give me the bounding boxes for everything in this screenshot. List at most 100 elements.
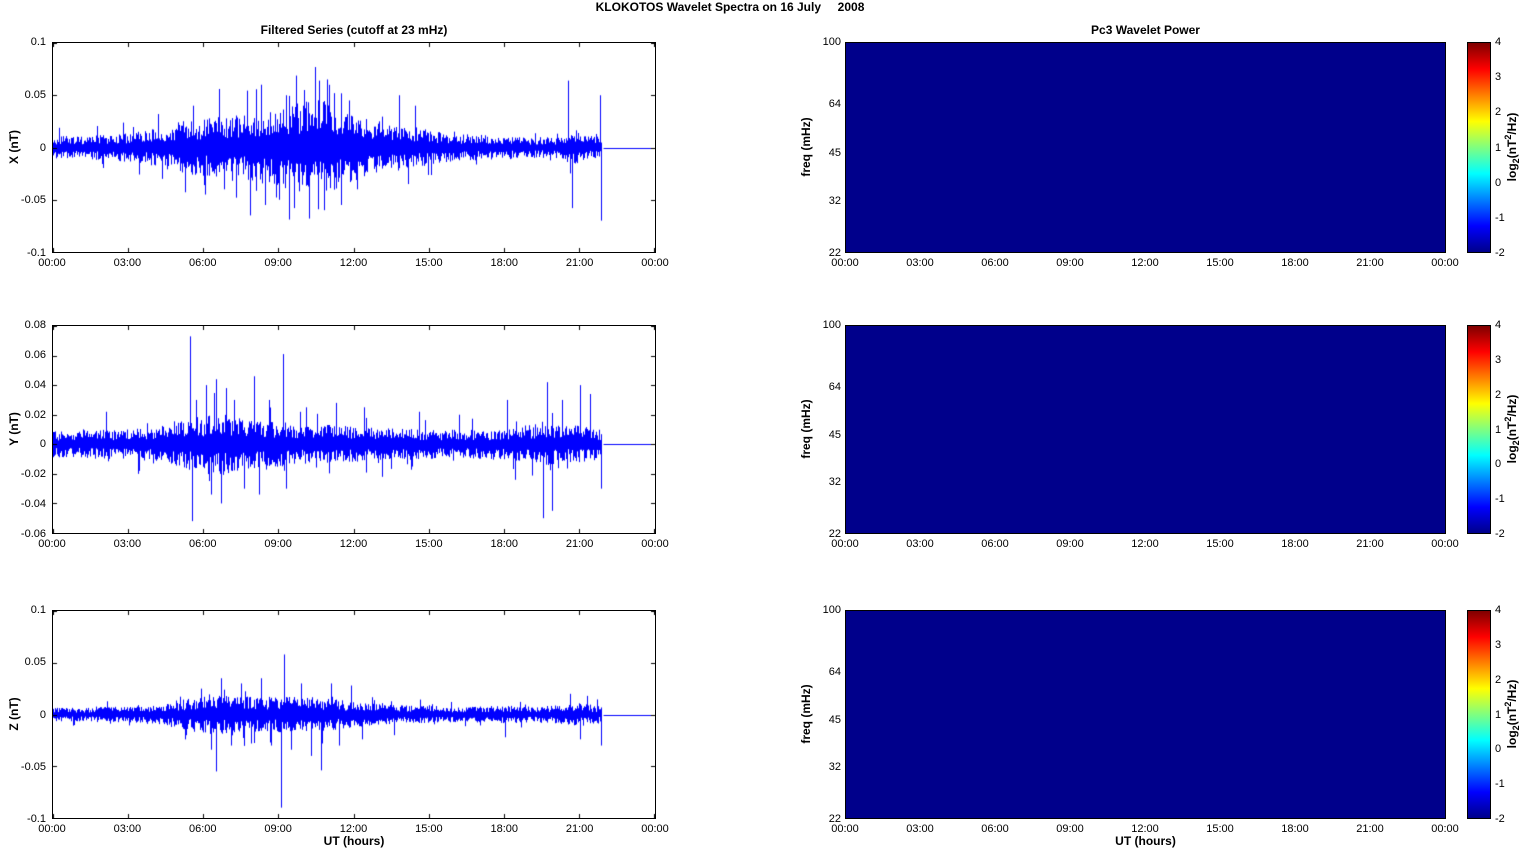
- colorbar-tick-label: 1: [1495, 423, 1502, 436]
- x-tick-label: 12:00: [339, 538, 368, 550]
- spectrogram-panel-x: [845, 42, 1446, 253]
- y-tick-label: 0.06: [24, 348, 46, 361]
- x-tick-label: 09:00: [264, 257, 292, 269]
- x-tick-label: 00:00: [1431, 257, 1459, 269]
- y-tick-label: 0.04: [24, 378, 46, 391]
- spectrogram-panel-y: [845, 325, 1446, 534]
- x-tick-label: 09:00: [1056, 538, 1084, 550]
- x-tick-label: 09:00: [1056, 257, 1084, 269]
- x-tick-label: 06:00: [981, 538, 1009, 550]
- colorbar-tick-label: 3: [1495, 71, 1502, 84]
- colorbar-tick-label: -2: [1495, 528, 1505, 540]
- x-tick-label: 06:00: [981, 257, 1009, 269]
- colorbar-tick-label: 1: [1495, 708, 1502, 721]
- timeseries-panel-y: [52, 325, 656, 534]
- colorbar-label-sub: 2: [1511, 725, 1522, 731]
- x-tick-label: 00:00: [831, 823, 859, 835]
- freq-tick-label: 22: [828, 813, 841, 825]
- y-tick-label: -0.05: [20, 194, 46, 207]
- colorbar-tick-label: 3: [1495, 638, 1502, 651]
- y-tick-label: 0.05: [24, 656, 46, 669]
- colorbar-tick-label: -2: [1495, 247, 1505, 259]
- colorbar-tick-label: 0: [1495, 176, 1502, 189]
- xlabel-left: UT (hours): [323, 834, 385, 848]
- x-tick-label: 00:00: [641, 257, 669, 269]
- x-tick-label: 18:00: [490, 823, 519, 835]
- x-tick-label: 03:00: [906, 538, 934, 550]
- x-tick-label: 06:00: [188, 538, 217, 550]
- x-tick-label: 00:00: [641, 823, 669, 835]
- x-tick-label: 00:00: [38, 257, 66, 269]
- x-tick-label: 15:00: [415, 257, 443, 269]
- colorbar-label-sup: 2: [1502, 701, 1513, 707]
- y-tick-label: -0.05: [20, 760, 46, 773]
- x-tick-label: 21:00: [565, 538, 594, 550]
- x-tick-label: 06:00: [188, 257, 217, 269]
- colorbar-tick-label: 4: [1495, 36, 1502, 48]
- colorbar-tick-label: -1: [1495, 211, 1505, 224]
- x-tick-label: 03:00: [113, 257, 142, 269]
- x-tick-label: 12:00: [1131, 538, 1159, 550]
- x-tick-label: 09:00: [264, 538, 292, 550]
- freq-tick-label: 45: [828, 429, 841, 442]
- x-tick-label: 09:00: [1056, 823, 1084, 835]
- colorbar-tick-label: 0: [1495, 458, 1502, 471]
- x-tick-label: 06:00: [981, 823, 1009, 835]
- y-tick-label: -0.04: [20, 498, 46, 511]
- timeseries-panel-z: [52, 610, 656, 819]
- colorbar-tick-label: 4: [1495, 604, 1502, 616]
- y-tick-label: 0: [39, 141, 46, 154]
- y-tick-label: -0.1: [27, 813, 46, 825]
- y-tick-label: -0.02: [20, 468, 46, 481]
- x-tick-label: 03:00: [113, 538, 142, 550]
- timeseries-canvas-z: [53, 611, 655, 818]
- left-column-title: Filtered Series (cutoff at 23 mHz): [260, 23, 448, 37]
- colorbar-tick-label: 1: [1495, 141, 1502, 154]
- colorbar-tick-label: 2: [1495, 106, 1502, 119]
- x-tick-label: 00:00: [38, 823, 66, 835]
- x-tick-label: 12:00: [1131, 823, 1159, 835]
- freq-tick-label: 22: [828, 528, 841, 540]
- x-tick-label: 12:00: [339, 823, 368, 835]
- x-tick-label: 06:00: [188, 823, 217, 835]
- colorbar-z: [1467, 610, 1491, 819]
- freq-tick-label: 100: [822, 604, 841, 616]
- x-tick-label: 03:00: [113, 823, 142, 835]
- freq-tick-label: 100: [822, 319, 841, 331]
- colorbar-tick-label: 3: [1495, 353, 1502, 366]
- timeseries-panel-x: [52, 42, 656, 253]
- colorbar-label-sup: 2: [1502, 416, 1513, 422]
- x-tick-label: 00:00: [831, 538, 859, 550]
- x-tick-label: 18:00: [1281, 257, 1309, 269]
- y-tick-label: 0.1: [30, 36, 46, 48]
- x-tick-label: 00:00: [1431, 823, 1459, 835]
- x-tick-label: 00:00: [641, 538, 669, 550]
- x-tick-label: 15:00: [1206, 538, 1234, 550]
- colorbar-tick-label: 4: [1495, 319, 1502, 331]
- colorbar-label-sup: 2: [1502, 134, 1513, 140]
- y-tick-label: -0.06: [20, 528, 46, 540]
- freq-tick-label: 64: [828, 98, 841, 111]
- y-tick-label: 0.02: [24, 408, 46, 421]
- freq-tick-label: 100: [822, 36, 841, 48]
- x-tick-label: 09:00: [264, 823, 292, 835]
- y-tick-label: -0.1: [27, 247, 46, 259]
- xlabel-right: UT (hours): [1115, 834, 1176, 848]
- x-tick-label: 18:00: [490, 538, 519, 550]
- y-tick-label: 0.05: [24, 88, 46, 101]
- x-tick-label: 21:00: [1356, 823, 1384, 835]
- colorbar-tick-label: 0: [1495, 743, 1502, 756]
- colorbar-label-sub: 2: [1511, 440, 1522, 446]
- colorbar-x: [1467, 42, 1491, 253]
- x-tick-label: 21:00: [1356, 538, 1384, 550]
- x-tick-label: 15:00: [1206, 257, 1234, 269]
- colorbar-y: [1467, 325, 1491, 534]
- y-tick-label: 0.08: [24, 319, 46, 331]
- x-tick-label: 00:00: [38, 538, 66, 550]
- y-tick-label: 0.1: [30, 604, 46, 616]
- freq-tick-label: 64: [828, 380, 841, 393]
- x-tick-label: 12:00: [1131, 257, 1159, 269]
- colorbar-tick-label: 2: [1495, 673, 1502, 686]
- x-tick-label: 21:00: [565, 823, 594, 835]
